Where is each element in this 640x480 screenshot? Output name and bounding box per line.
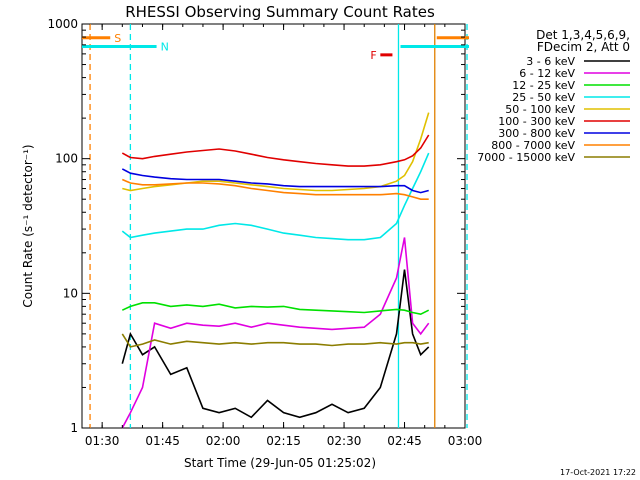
y-tick-label: 10 [63,286,78,300]
footer-date: 17-Oct-2021 17:22 [560,468,636,477]
x-tick-label: 03:00 [448,434,483,448]
legend-label: 100 - 300 keV [498,115,575,128]
x-tick-label: 01:30 [85,434,120,448]
legend-label: 3 - 6 keV [526,55,575,68]
legend-label: 50 - 100 keV [505,103,575,116]
series-line [121,333,429,348]
series-line [121,301,430,316]
plot-area [81,23,466,429]
legend-label: 300 - 800 keV [498,127,575,140]
x-tick-label: 01:45 [145,434,180,448]
y-axis-label: Count Rate (s⁻¹ detector⁻¹) [21,144,35,307]
flag-label: N [161,41,169,54]
series-line [122,112,430,192]
legend-label: 6 - 12 keV [519,67,575,80]
chart-title: RHESSI Observing Summary Count Rates [125,3,435,21]
series-lines [121,112,430,429]
legend-label: 800 - 7000 keV [491,139,575,152]
legend-label: 7000 - 15000 keV [477,151,575,164]
series-line [121,152,430,241]
series-line [121,178,429,200]
legend: Det 1,3,4,5,6,9, FDecim 2, Att 0 3 - 6 k… [477,28,630,164]
series-line [121,269,430,419]
series-line [121,237,430,429]
y-tick-label: 1 [70,421,78,435]
plot-frame [81,23,466,429]
x-tick-label: 02:30 [327,434,362,448]
series-line [121,134,430,167]
x-tick-label: 02:00 [206,434,241,448]
x-tick-label: 02:45 [387,434,422,448]
legend-header-2: FDecim 2, Att 0 [537,40,630,54]
legend-label: 25 - 50 keV [512,91,575,104]
flag-label: S [114,32,121,45]
legend-label: 12 - 25 keV [512,79,575,92]
x-tick-label: 02:15 [266,434,301,448]
y-tick-label: 100 [55,152,78,166]
legend-header-1: Det 1,3,4,5,6,9, [536,28,630,42]
axes: 01:30 01:45 02:00 02:15 02:30 02:45 03:00 1 10 10… [47,17,482,448]
flag-label: F [370,49,376,62]
flag-bars: S N F [82,32,470,62]
time-markers [89,24,468,428]
series-line [121,168,429,194]
x-axis-label: Start Time (29-Jun-05 01:25:02) [184,456,376,470]
y-tick-label: 1000 [47,17,78,31]
